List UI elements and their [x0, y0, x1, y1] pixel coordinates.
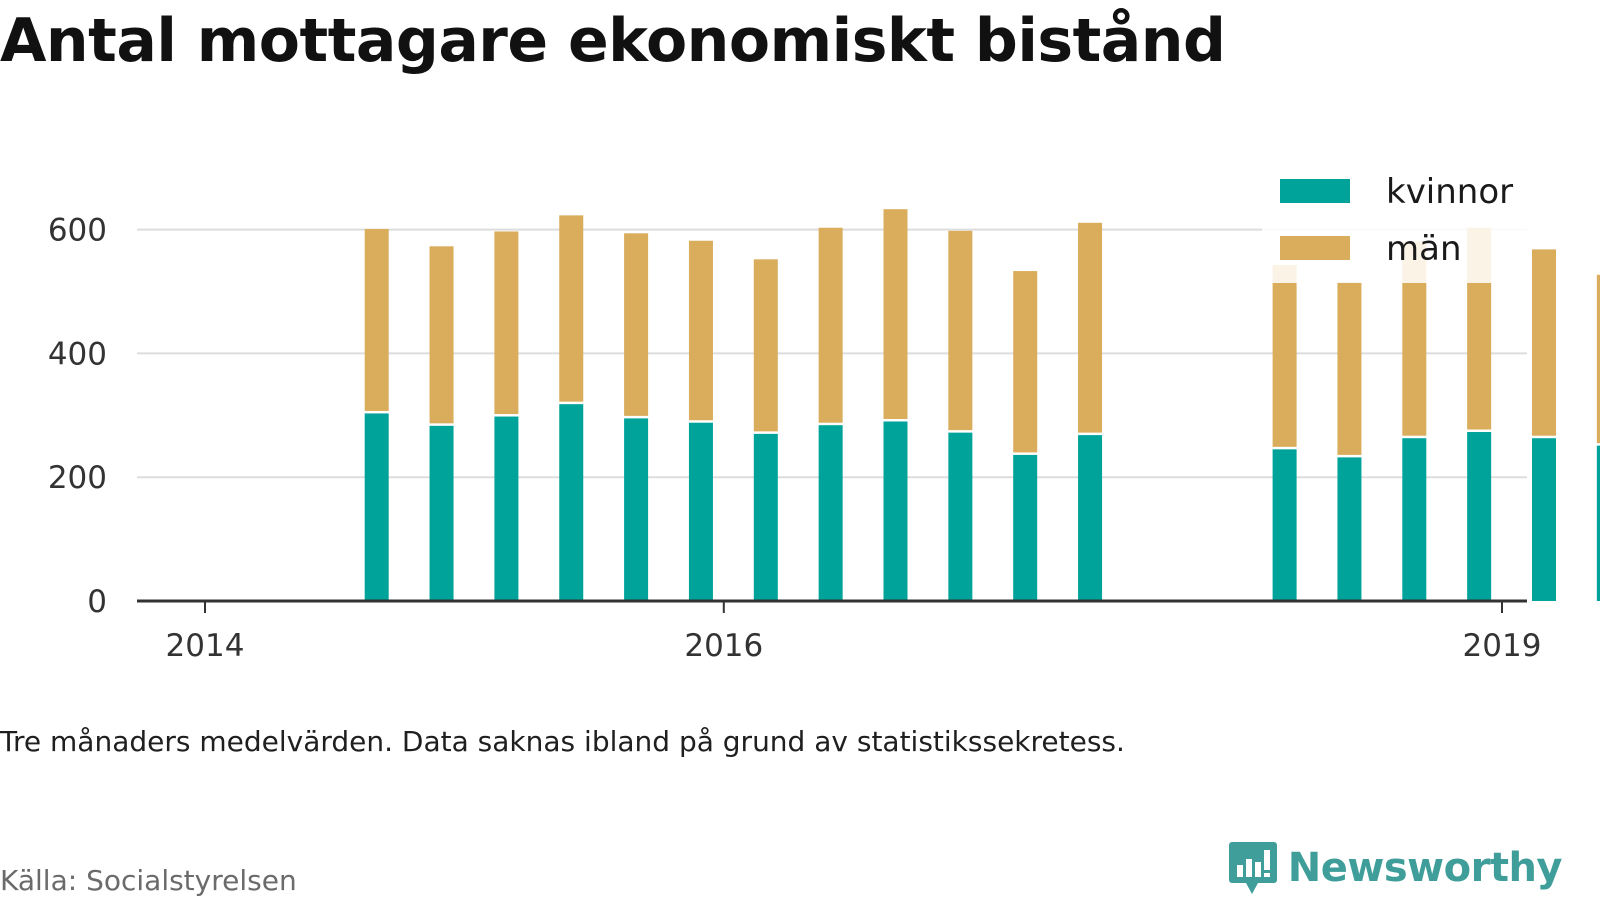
bar-kvinnor	[1402, 438, 1427, 601]
bar-kvinnor	[818, 425, 843, 601]
brand-name: Newsworthy	[1287, 845, 1563, 891]
stacked-bar-chart: 020040060020142016201920212023 kvinnormä…	[47, 163, 1600, 664]
bar-man	[1272, 264, 1297, 447]
bar-kvinnor	[1272, 449, 1297, 601]
bar-man	[818, 227, 843, 423]
bar-chart-logo-icon	[1228, 842, 1277, 894]
axes: 020040060020142016201920212023	[48, 213, 1542, 664]
bar-kvinnor	[1337, 457, 1362, 601]
bar-man	[883, 209, 908, 419]
bar-kvinnor	[688, 422, 713, 601]
bar-kvinnor	[1013, 454, 1038, 601]
bar-man	[364, 228, 389, 411]
source-credit: Källa: Socialstyrelsen	[0, 864, 297, 897]
bar-man	[948, 230, 973, 431]
x-tick-label: 2016	[684, 628, 763, 664]
bar-kvinnor	[1596, 445, 1600, 601]
y-tick-label: 200	[48, 460, 107, 496]
brand-logo[interactable]: Newsworthy	[1228, 840, 1563, 896]
bar-man	[753, 259, 778, 432]
bar-man	[494, 231, 519, 415]
bar-man	[688, 240, 713, 421]
legend: kvinnor män	[1262, 163, 1532, 283]
bar-man	[1078, 222, 1103, 433]
bar-man	[624, 233, 649, 416]
y-tick-label: 0	[87, 584, 107, 620]
legend-item-man-swatch	[1280, 236, 1350, 260]
bar-kvinnor	[948, 432, 973, 601]
chart-note: Tre månaders medelvärden. Data saknas ib…	[0, 725, 1125, 758]
bar-kvinnor	[429, 425, 454, 601]
bar-kvinnor	[559, 404, 584, 601]
y-tick-label: 400	[48, 336, 107, 372]
bar-man	[1337, 282, 1362, 455]
bar-man	[1013, 271, 1038, 453]
bar-man	[559, 215, 584, 402]
bar-kvinnor	[1078, 435, 1103, 601]
x-tick-label: 2019	[1463, 628, 1542, 664]
bar-kvinnor	[1532, 438, 1556, 601]
bar-kvinnor	[494, 416, 519, 601]
legend-item-kvinnor-swatch	[1280, 179, 1350, 203]
bars	[364, 209, 1600, 601]
x-tick-label: 2014	[166, 628, 245, 664]
bar-kvinnor	[883, 421, 908, 601]
bar-man	[1596, 274, 1600, 444]
chart-title: Antal mottagare ekonomiskt bistånd	[0, 6, 1226, 76]
bar-kvinnor	[364, 413, 389, 601]
legend-item-kvinnor-label: kvinnor	[1386, 172, 1513, 212]
bar-man	[1532, 249, 1556, 436]
bar-kvinnor	[624, 418, 649, 601]
bar-kvinnor	[753, 433, 778, 601]
legend-item-man-label: män	[1386, 229, 1462, 269]
bar-man	[429, 246, 454, 424]
y-tick-label: 600	[48, 213, 107, 249]
bar-kvinnor	[1467, 432, 1492, 601]
